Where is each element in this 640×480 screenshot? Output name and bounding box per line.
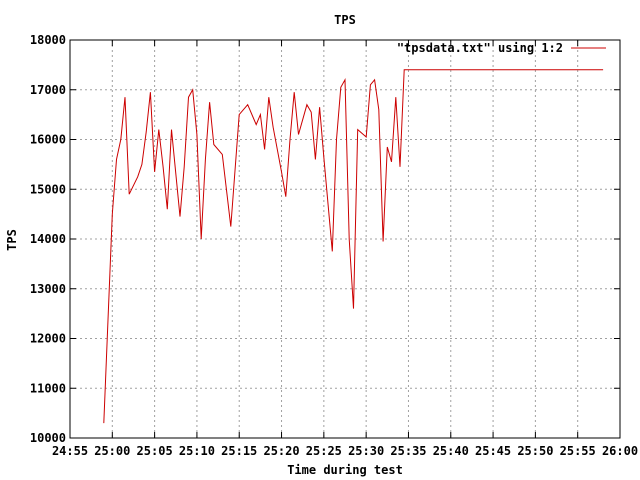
y-tick-label: 18000 [30, 33, 66, 47]
y-tick-label: 11000 [30, 381, 66, 395]
grid [70, 40, 620, 438]
x-tick-label: 25:00 [94, 444, 130, 458]
x-tick-label: 25:25 [306, 444, 342, 458]
series-line [103, 69, 604, 424]
x-tick-label: 25:10 [179, 444, 215, 458]
x-tick-label: 25:40 [433, 444, 469, 458]
plot-frame [69, 39, 621, 439]
y-tick-label: 17000 [30, 83, 66, 97]
x-axis-label: Time during test [287, 463, 403, 477]
y-axis-label: TPS [5, 229, 19, 251]
y-tick-label: 13000 [30, 282, 66, 296]
x-tick-label: 25:55 [560, 444, 596, 458]
series-layer [103, 69, 604, 424]
y-tick-label: 12000 [30, 332, 66, 346]
axis-ticks: 10000 11000 12000 13000 14000 15000 16000 17000… [30, 33, 638, 458]
y-tick-label: 10000 [30, 431, 66, 445]
x-tick-label: 25:05 [137, 444, 173, 458]
legend: "tpsdata.txt" using 1:2 [397, 41, 606, 55]
x-tick-label: 25:35 [390, 444, 426, 458]
x-tick-label: 25:30 [348, 444, 384, 458]
x-tick-label: 25:20 [263, 444, 299, 458]
y-tick-label: 16000 [30, 133, 66, 147]
y-tick-label: 14000 [30, 232, 66, 246]
y-tick-label: 15000 [30, 182, 66, 196]
x-tick-label: 25:45 [475, 444, 511, 458]
chart-title: TPS [334, 13, 356, 27]
x-tick-label: 25:50 [517, 444, 553, 458]
legend-label: "tpsdata.txt" using 1:2 [397, 41, 563, 55]
x-tick-label: 24:55 [52, 444, 88, 458]
x-tick-label: 25:15 [221, 444, 257, 458]
x-tick-label: 26:00 [602, 444, 638, 458]
